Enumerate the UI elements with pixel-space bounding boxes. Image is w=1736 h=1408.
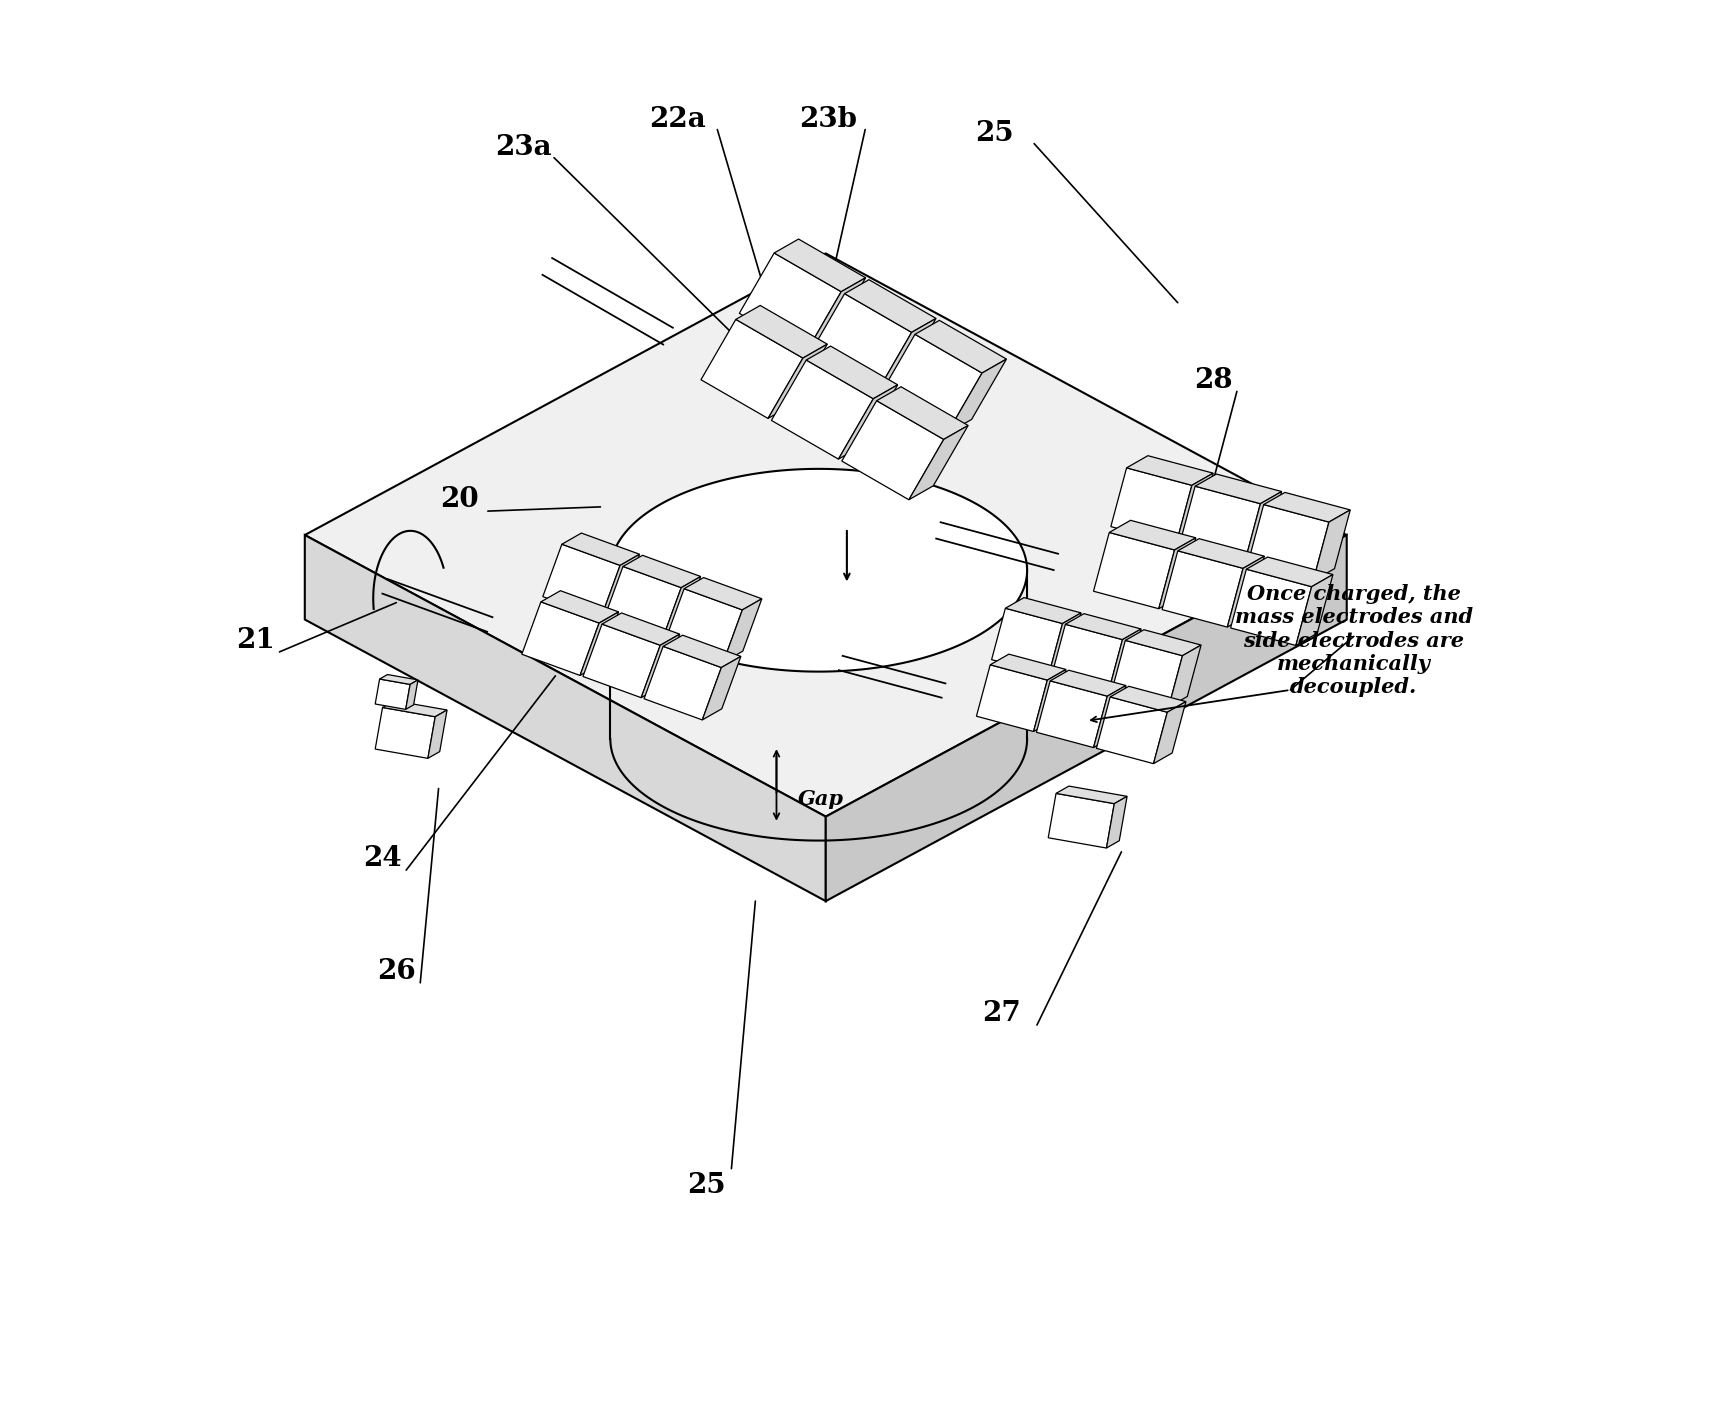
Polygon shape [602,612,681,645]
Polygon shape [684,577,762,610]
Polygon shape [1175,473,1213,543]
Text: 25: 25 [976,120,1014,148]
Polygon shape [990,655,1066,680]
Polygon shape [1111,467,1193,543]
Polygon shape [641,634,681,698]
Polygon shape [543,545,620,618]
Polygon shape [611,469,1028,672]
Polygon shape [1036,681,1108,748]
Polygon shape [562,534,639,566]
Text: 23b: 23b [800,106,858,134]
Polygon shape [1248,504,1330,582]
Text: 26: 26 [377,957,415,986]
Polygon shape [1295,574,1333,645]
Text: Once charged, the
mass electrodes and
side electrodes are
mechanically
decoupled: Once charged, the mass electrodes and si… [1234,584,1472,697]
Polygon shape [661,576,701,641]
Polygon shape [1109,521,1196,551]
Polygon shape [1052,624,1123,691]
Polygon shape [736,306,828,358]
Polygon shape [665,589,743,662]
Polygon shape [623,555,701,587]
Polygon shape [724,598,762,662]
Polygon shape [1106,797,1127,848]
Polygon shape [976,665,1047,732]
Polygon shape [1094,532,1175,608]
Polygon shape [842,401,944,500]
Polygon shape [1005,597,1082,624]
Polygon shape [601,555,639,618]
Polygon shape [910,425,969,500]
Polygon shape [1127,456,1213,486]
Polygon shape [583,624,660,698]
Polygon shape [915,321,1007,373]
Polygon shape [703,656,741,719]
Polygon shape [1231,569,1312,645]
Polygon shape [1179,486,1260,562]
Polygon shape [877,318,936,393]
Polygon shape [1153,701,1186,763]
Polygon shape [826,535,1347,901]
Polygon shape [701,320,802,418]
Polygon shape [1312,510,1351,582]
Polygon shape [774,239,866,291]
Polygon shape [380,674,418,684]
Polygon shape [767,344,828,418]
Polygon shape [771,360,873,459]
Polygon shape [542,591,618,624]
Text: Gap: Gap [797,788,844,810]
Text: 23a: 23a [495,134,552,162]
Polygon shape [1125,629,1201,656]
Polygon shape [1109,629,1141,691]
Polygon shape [1245,491,1281,562]
Polygon shape [838,384,898,459]
Text: 24: 24 [363,845,401,873]
Polygon shape [1177,539,1264,569]
Polygon shape [663,635,741,667]
Polygon shape [375,707,436,759]
Polygon shape [1097,697,1167,763]
Polygon shape [406,680,418,710]
Polygon shape [1066,614,1141,639]
Polygon shape [1168,645,1201,707]
Polygon shape [1111,641,1182,707]
Polygon shape [809,294,911,393]
Text: 25: 25 [687,1171,726,1200]
Polygon shape [1050,670,1127,696]
Text: 22a: 22a [649,106,707,134]
Polygon shape [580,612,618,676]
Polygon shape [1094,686,1127,748]
Polygon shape [1033,669,1066,732]
Polygon shape [1194,474,1281,504]
Polygon shape [877,387,969,439]
Polygon shape [1161,551,1243,627]
Text: 28: 28 [1194,366,1233,394]
Polygon shape [1055,786,1127,804]
Polygon shape [740,253,842,352]
Polygon shape [1160,538,1196,608]
Polygon shape [523,601,599,676]
Polygon shape [880,334,983,434]
Text: 21: 21 [236,627,274,655]
Polygon shape [845,280,936,332]
Polygon shape [1246,558,1333,587]
Polygon shape [1264,493,1351,522]
Polygon shape [807,277,866,352]
Polygon shape [306,253,1347,817]
Polygon shape [427,710,448,759]
Polygon shape [1049,793,1115,848]
Text: 27: 27 [983,1000,1021,1028]
Polygon shape [382,701,448,717]
Polygon shape [1227,556,1264,627]
Text: 20: 20 [441,486,479,514]
Polygon shape [375,679,410,710]
Polygon shape [604,566,681,641]
Polygon shape [1111,686,1186,712]
Polygon shape [806,346,898,398]
Polygon shape [306,535,826,901]
Polygon shape [644,646,722,719]
Polygon shape [948,359,1007,434]
Polygon shape [1049,612,1082,674]
Polygon shape [991,608,1062,674]
